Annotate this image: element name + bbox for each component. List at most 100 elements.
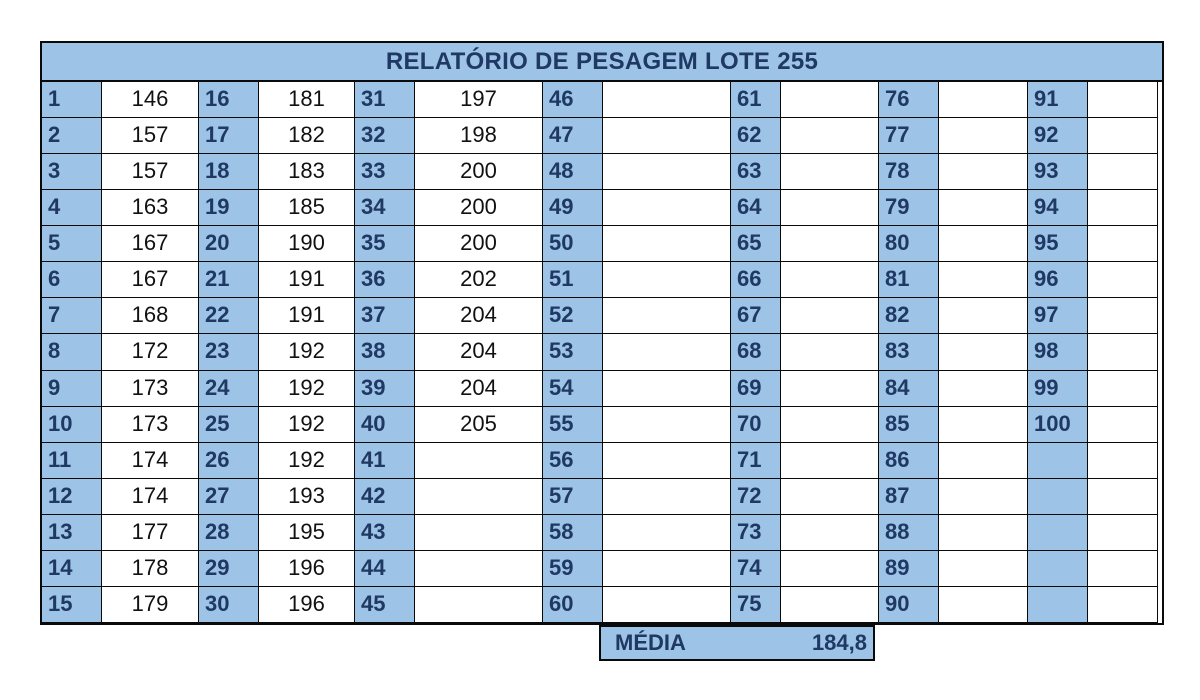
item-number-cell: 46: [543, 82, 603, 119]
item-number-cell: 49: [543, 190, 603, 227]
weight-value-cell: [781, 406, 879, 443]
weight-value-cell: 197: [415, 82, 543, 119]
weight-value-cell: [1088, 190, 1158, 227]
weight-value-cell: 178: [102, 550, 199, 587]
weight-value-cell: [603, 586, 731, 623]
weight-value-cell: [415, 442, 543, 479]
item-number-cell: [1028, 478, 1088, 515]
item-number-cell: 92: [1028, 118, 1088, 155]
weight-value-cell: [603, 478, 731, 515]
weight-value-cell: [781, 514, 879, 551]
item-number-cell: 53: [543, 334, 603, 371]
item-number-cell: 68: [731, 334, 781, 371]
weight-value-cell: [1088, 442, 1158, 479]
item-number-cell: 95: [1028, 226, 1088, 263]
weight-value-cell: 168: [102, 298, 199, 335]
item-number-cell: 88: [879, 514, 939, 551]
weight-value-cell: [415, 550, 543, 587]
weight-value-cell: [939, 190, 1028, 227]
item-number-cell: 55: [543, 406, 603, 443]
weight-value-cell: [1088, 334, 1158, 371]
item-number-cell: 24: [199, 370, 259, 407]
weight-value-cell: [781, 190, 879, 227]
weight-value-cell: [781, 298, 879, 335]
item-number-cell: 5: [42, 226, 102, 263]
weight-value-cell: 190: [259, 226, 355, 263]
weight-value-cell: [1088, 478, 1158, 515]
weight-value-cell: 185: [259, 190, 355, 227]
item-number-cell: 39: [355, 370, 415, 407]
item-number-cell: 84: [879, 370, 939, 407]
item-number-cell: 76: [879, 82, 939, 119]
weight-value-cell: [415, 514, 543, 551]
item-number-cell: 69: [731, 370, 781, 407]
weight-value-cell: [939, 370, 1028, 407]
item-number-cell: 29: [199, 550, 259, 587]
weight-value-cell: 191: [259, 262, 355, 299]
item-number-cell: 97: [1028, 298, 1088, 335]
item-number-cell: 26: [199, 442, 259, 479]
average-value: 184,8: [811, 630, 867, 655]
weight-value-cell: [603, 406, 731, 443]
item-number-cell: 14: [42, 550, 102, 587]
weight-value-cell: [1088, 298, 1158, 335]
item-number-cell: 40: [355, 406, 415, 443]
item-number-cell: 58: [543, 514, 603, 551]
item-number-cell: 80: [879, 226, 939, 263]
item-number-cell: 27: [199, 478, 259, 515]
item-number-cell: 31: [355, 82, 415, 119]
item-number-cell: [1028, 586, 1088, 623]
weight-value-cell: [939, 478, 1028, 515]
weight-value-cell: 200: [415, 226, 543, 263]
weight-value-cell: [781, 442, 879, 479]
item-number-cell: 11: [42, 442, 102, 479]
weight-value-cell: 146: [102, 82, 199, 119]
weight-value-cell: [939, 406, 1028, 443]
item-number-cell: 57: [543, 478, 603, 515]
item-number-cell: 36: [355, 262, 415, 299]
weight-value-cell: 204: [415, 334, 543, 371]
item-number-cell: 18: [199, 154, 259, 191]
item-number-cell: 73: [731, 514, 781, 551]
weight-value-cell: [939, 550, 1028, 587]
item-number-cell: 22: [199, 298, 259, 335]
item-number-cell: 78: [879, 154, 939, 191]
weight-value-cell: [939, 442, 1028, 479]
item-number-cell: 7: [42, 298, 102, 335]
weight-value-cell: 167: [102, 262, 199, 299]
weight-value-cell: 192: [259, 370, 355, 407]
item-number-cell: 67: [731, 298, 781, 335]
weight-value-cell: [781, 370, 879, 407]
weighing-report-table: RELATÓRIO DE PESAGEM LOTE 255 1 146 2 157 3 1…: [40, 41, 1164, 625]
item-number-cell: 70: [731, 406, 781, 443]
weight-value-cell: [1088, 370, 1158, 407]
item-number-cell: 52: [543, 298, 603, 335]
item-number-cell: 4: [42, 190, 102, 227]
weight-value-cell: [1088, 406, 1158, 443]
weight-value-cell: [781, 262, 879, 299]
item-number-cell: 65: [731, 226, 781, 263]
item-number-cell: 82: [879, 298, 939, 335]
weight-value-cell: 192: [259, 406, 355, 443]
report-title: RELATÓRIO DE PESAGEM LOTE 255: [42, 43, 1162, 82]
weight-value-cell: [781, 478, 879, 515]
item-number-cell: 3: [42, 154, 102, 191]
item-number-cell: 44: [355, 550, 415, 587]
weight-value-cell: [1088, 514, 1158, 551]
item-number-cell: 47: [543, 118, 603, 155]
weight-value-cell: 183: [259, 154, 355, 191]
weight-value-cell: [1088, 262, 1158, 299]
item-number-cell: 86: [879, 442, 939, 479]
weight-value-cell: [781, 334, 879, 371]
weight-value-cell: 172: [102, 334, 199, 371]
item-number-cell: 2: [42, 118, 102, 155]
weight-value-cell: [603, 442, 731, 479]
item-number-cell: [1028, 550, 1088, 587]
item-number-cell: 35: [355, 226, 415, 263]
weight-value-cell: 205: [415, 406, 543, 443]
weight-value-cell: 192: [259, 442, 355, 479]
weight-value-cell: [1088, 118, 1158, 155]
weight-value-cell: [603, 82, 731, 119]
item-number-cell: [1028, 442, 1088, 479]
weight-value-cell: 200: [415, 190, 543, 227]
